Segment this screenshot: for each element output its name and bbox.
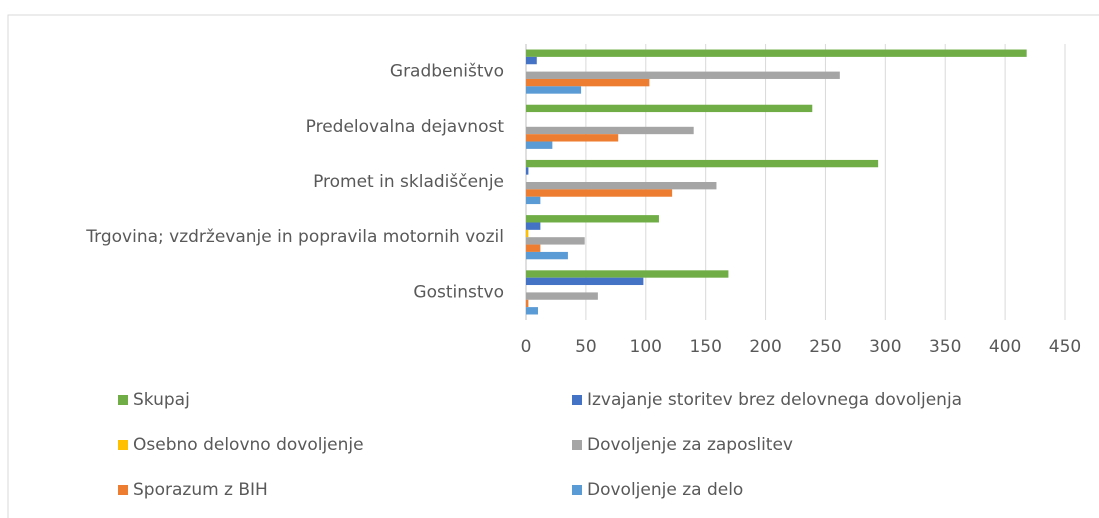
x-tick-label: 0 <box>521 337 532 357</box>
bar <box>526 78 650 87</box>
bar <box>526 307 538 315</box>
legend-swatch <box>118 485 128 495</box>
x-tick-label: 250 <box>809 337 841 357</box>
bar <box>526 251 568 260</box>
x-tick-label: 50 <box>575 337 597 357</box>
y-tick-label: Gostinstvo <box>413 282 504 302</box>
bar <box>526 222 541 230</box>
legend-label: Dovoljenje za zaposlitev <box>587 435 793 455</box>
legend-label: Osebno delovno dovoljenje <box>133 435 364 455</box>
y-tick-label: Promet in skladiščenje <box>313 172 504 192</box>
bar <box>526 189 673 197</box>
bar <box>526 292 598 300</box>
legend-swatch <box>572 440 582 450</box>
legend-label: Skupaj <box>133 390 190 410</box>
x-tick-label: 350 <box>929 337 961 357</box>
legend-swatch <box>572 395 582 405</box>
legend-label: Izvajanje storitev brez delovnega dovolj… <box>587 390 962 410</box>
bar <box>526 104 813 113</box>
y-tick-label: Gradbeništvo <box>390 62 504 82</box>
bar <box>526 196 541 205</box>
bar <box>526 244 541 252</box>
bar <box>526 167 529 175</box>
bar <box>526 299 529 308</box>
x-tick-label: 300 <box>869 337 901 357</box>
y-tick-label: Predelovalna dejavnost <box>306 117 505 137</box>
legend-label: Sporazum z BIH <box>133 480 268 500</box>
chart-border <box>7 14 1099 518</box>
x-tick-label: 150 <box>689 337 721 357</box>
x-tick-label: 400 <box>989 337 1021 357</box>
legend-swatch <box>118 440 128 450</box>
bar <box>526 134 619 142</box>
bar <box>526 277 644 286</box>
legend-swatch <box>118 395 128 405</box>
x-tick-label: 200 <box>749 337 781 357</box>
bar <box>526 56 537 65</box>
bar <box>526 215 659 223</box>
bar <box>526 237 585 245</box>
y-tick-label: Trgovina; vzdrževanje in popravila motor… <box>85 227 504 247</box>
legend-swatch <box>572 485 582 495</box>
bar <box>526 86 582 94</box>
bar <box>526 49 1027 57</box>
x-tick-label: 450 <box>1049 337 1081 357</box>
bar <box>526 229 529 238</box>
bar <box>526 126 694 135</box>
legend-label: Dovoljenje za delo <box>587 480 743 500</box>
bar <box>526 141 553 149</box>
bar <box>526 71 840 79</box>
x-tick-label: 100 <box>630 337 662 357</box>
bar <box>526 159 879 168</box>
bar <box>526 182 717 190</box>
bar <box>526 270 729 278</box>
